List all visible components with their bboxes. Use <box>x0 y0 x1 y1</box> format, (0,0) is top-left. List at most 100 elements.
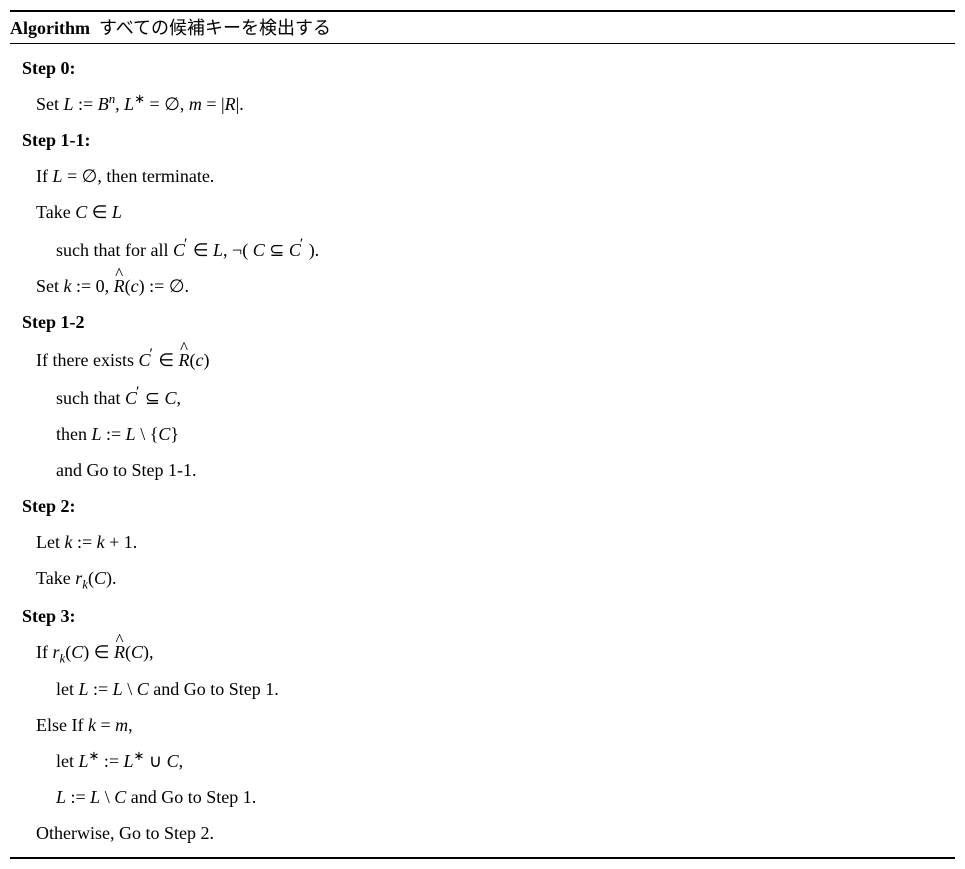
var-L: L <box>79 679 89 699</box>
step-3-line-1: If rk(C) ∈ ^R(C), <box>36 634 955 672</box>
step-1-1-line-3: such that for all C′ ∈ L, ¬( C ⊆ C′ ). <box>56 230 955 268</box>
text: + 1. <box>105 532 138 552</box>
text: such that <box>56 388 125 408</box>
text: ) <box>204 350 210 370</box>
var-C: C <box>94 568 106 588</box>
algorithm-body: Step 0: Set L := Bn, L∗ = ∅, m = |R|. St… <box>10 44 955 857</box>
text: Set <box>36 276 64 296</box>
var-R: R <box>225 94 236 114</box>
var-Lstar: L <box>124 751 134 771</box>
var-C: C <box>75 202 87 222</box>
step-3-line-3: Else If k = m, <box>36 707 955 743</box>
var-C: C <box>158 424 170 444</box>
prime: ′ <box>184 236 187 253</box>
text: , ¬( <box>223 240 253 260</box>
text: \ <box>123 679 137 699</box>
hat-icon: ^ <box>115 257 123 291</box>
var-L: L <box>90 787 100 807</box>
text: ∈ <box>188 240 213 260</box>
var-Lstar: L <box>124 94 134 114</box>
var-c: c <box>196 350 204 370</box>
hat-icon: ^ <box>115 623 123 657</box>
step-2-line-1: Let k := k + 1. <box>36 524 955 560</box>
sup-star: ∗ <box>89 748 100 763</box>
text: then <box>56 424 92 444</box>
text: and Go to Step 1. <box>149 679 279 699</box>
step-1-2-line-1: If there exists C′ ∈ ^R(c) <box>36 340 955 378</box>
text: ) ∈ <box>83 642 114 662</box>
text: ). <box>304 240 319 260</box>
text: Otherwise, Go to Step 2. <box>36 823 214 843</box>
var-L: L <box>64 94 74 114</box>
text: := <box>102 424 126 444</box>
var-C: C <box>167 751 179 771</box>
text: := 0, <box>72 276 114 296</box>
var-L: L <box>113 679 123 699</box>
text: and Go to Step 1-1. <box>56 460 196 480</box>
text: , <box>115 94 124 114</box>
text: } <box>170 424 179 444</box>
text: := <box>74 94 98 114</box>
var-k: k <box>97 532 105 552</box>
step-1-1-line-4: Set k := 0, ^R(c) := ∅. <box>36 268 955 304</box>
algorithm-header: Algorithm すべての候補キーを検出する <box>10 12 955 44</box>
step-0-line-1: Set L := Bn, L∗ = ∅, m = |R|. <box>36 86 955 122</box>
text: = ∅, then terminate. <box>63 166 215 186</box>
var-B: B <box>98 94 109 114</box>
step-3-line-5: L := L \ C and Go to Step 1. <box>56 779 955 815</box>
var-m: m <box>189 94 202 114</box>
text: Take <box>36 568 75 588</box>
prime: ′ <box>136 384 139 401</box>
text: := <box>73 532 97 552</box>
text: Set <box>36 94 64 114</box>
step-3-line-6: Otherwise, Go to Step 2. <box>36 815 955 851</box>
text: = | <box>202 94 225 114</box>
var-C: C <box>114 787 126 807</box>
var-L: L <box>53 166 63 186</box>
step-3-label: Step 3: <box>22 598 955 634</box>
prime: ′ <box>300 236 303 253</box>
text: ). <box>106 568 117 588</box>
step-1-1-line-1: If L = ∅, then terminate. <box>36 158 955 194</box>
text: := <box>99 751 123 771</box>
text: ∪ <box>144 751 166 771</box>
text: If there exists <box>36 350 138 370</box>
text: \ { <box>136 424 159 444</box>
step-1-1-line-2: Take C ∈ L <box>36 194 955 230</box>
step-2-label: Step 2: <box>22 488 955 524</box>
text: ) := ∅. <box>139 276 189 296</box>
text: Else If <box>36 715 88 735</box>
sup-star: ∗ <box>134 91 145 106</box>
text: = <box>96 715 115 735</box>
text: \ <box>100 787 114 807</box>
text: ∈ <box>87 202 112 222</box>
sup-star: ∗ <box>134 748 145 763</box>
text: let <box>56 679 79 699</box>
var-m: m <box>115 715 128 735</box>
var-C: C <box>164 388 176 408</box>
step-1-2-line-2: such that C′ ⊆ C, <box>56 378 955 416</box>
step-3-line-4: let L∗ := L∗ ∪ C, <box>56 743 955 779</box>
algorithm-label: Algorithm <box>10 18 90 38</box>
var-Rhat: ^R <box>114 634 125 670</box>
algorithm-title: すべての候補キーを検出する <box>99 18 331 38</box>
text: , <box>179 751 184 771</box>
var-Rhat: ^R <box>114 268 125 304</box>
text: ∈ <box>154 350 179 370</box>
text: := <box>66 787 90 807</box>
var-C: C <box>253 240 265 260</box>
var-Rhat: ^R <box>179 342 190 378</box>
text: ⊆ <box>140 388 164 408</box>
step-2-line-2: Take rk(C). <box>36 560 955 598</box>
text: If <box>36 642 53 662</box>
step-1-2-label: Step 1-2 <box>22 304 955 340</box>
hat-icon: ^ <box>180 331 188 365</box>
step-1-1-label: Step 1-1: <box>22 122 955 158</box>
text: ⊆ <box>265 240 289 260</box>
var-c: c <box>131 276 139 296</box>
text: ), <box>143 642 154 662</box>
var-C: C <box>71 642 83 662</box>
text: , <box>176 388 181 408</box>
text: If <box>36 166 53 186</box>
var-k: k <box>88 715 96 735</box>
